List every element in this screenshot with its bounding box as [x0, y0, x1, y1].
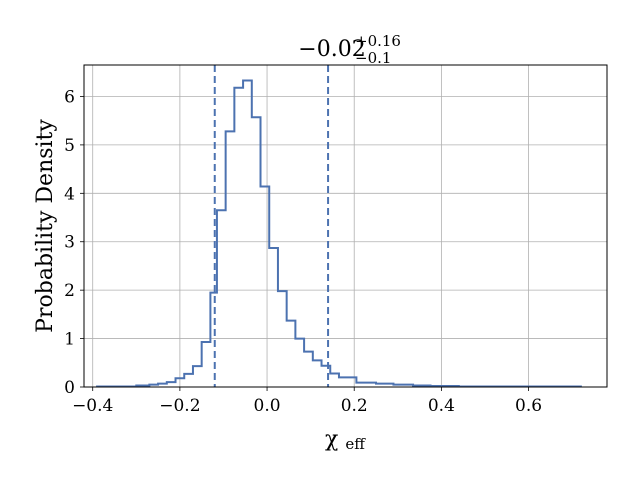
- histogram-bin-4: [167, 382, 176, 387]
- chart-title: −0.02: [298, 37, 365, 62]
- histogram-bin-23: [330, 373, 339, 387]
- y-axis-label: Probability Density: [33, 119, 58, 333]
- histogram-bin-24: [339, 377, 348, 387]
- x-tick-label-0: −0.4: [72, 396, 113, 416]
- y-tick-label-2: 2: [64, 281, 75, 301]
- x-tick-label-2: 0.0: [254, 396, 281, 416]
- histogram-bin-6: [184, 374, 193, 387]
- y-tick-label-6: 6: [64, 87, 75, 107]
- histogram: [96, 79, 582, 388]
- y-tick-label-1: 1: [64, 330, 75, 350]
- histogram-step-line: [96, 79, 582, 388]
- title-superscript: +0.16: [355, 32, 401, 50]
- x-axis-label: χ eff: [325, 427, 366, 453]
- x-tick-label-3: 0.2: [341, 396, 368, 416]
- x-tick-label-4: 0.4: [428, 396, 455, 416]
- histogram-bin-20: [304, 352, 313, 387]
- grid: [84, 65, 607, 388]
- histogram-bin-17: [278, 291, 287, 387]
- x-axis-label-sub: eff: [345, 435, 366, 453]
- y-tick-label-4: 4: [64, 184, 75, 204]
- histogram-bin-13: [243, 80, 252, 387]
- histogram-bin-16: [269, 248, 278, 387]
- x-tick-label-5: 0.6: [515, 396, 542, 416]
- histogram-bin-21: [313, 360, 322, 387]
- title-subscript: −0.1: [355, 49, 391, 67]
- histogram-bin-19: [295, 339, 304, 387]
- histogram-bin-15: [261, 187, 270, 387]
- histogram-bin-5: [176, 378, 185, 387]
- y-tick-label-0: 0: [64, 378, 75, 398]
- histogram-bin-26: [356, 383, 376, 387]
- histogram-bin-11: [226, 131, 235, 387]
- histogram-bin-12: [234, 88, 243, 387]
- histogram-bin-14: [252, 117, 261, 387]
- credible-interval-lines: [213, 65, 330, 387]
- axes-frame: [83, 64, 608, 388]
- histogram-bin-27: [376, 384, 393, 387]
- x-axis-label-base: χ: [325, 427, 338, 452]
- histogram-bin-25: [348, 377, 357, 387]
- histogram-bin-18: [287, 321, 296, 387]
- histogram-bin-3: [158, 384, 167, 387]
- histogram-bin-7: [193, 366, 202, 387]
- title-base: −0.02: [298, 37, 365, 62]
- y-tick-label-5: 5: [64, 136, 75, 156]
- x-tick-label-1: −0.2: [159, 396, 200, 416]
- histogram-bin-10: [217, 210, 226, 387]
- histogram-bin-8: [202, 342, 211, 387]
- ticks: −0.4 −0.2 0.0 0.2 0.4 0.6 0 1 2 3 4 5 6: [64, 87, 542, 416]
- histogram-bin-9: [210, 293, 217, 387]
- y-tick-label-3: 3: [64, 233, 75, 253]
